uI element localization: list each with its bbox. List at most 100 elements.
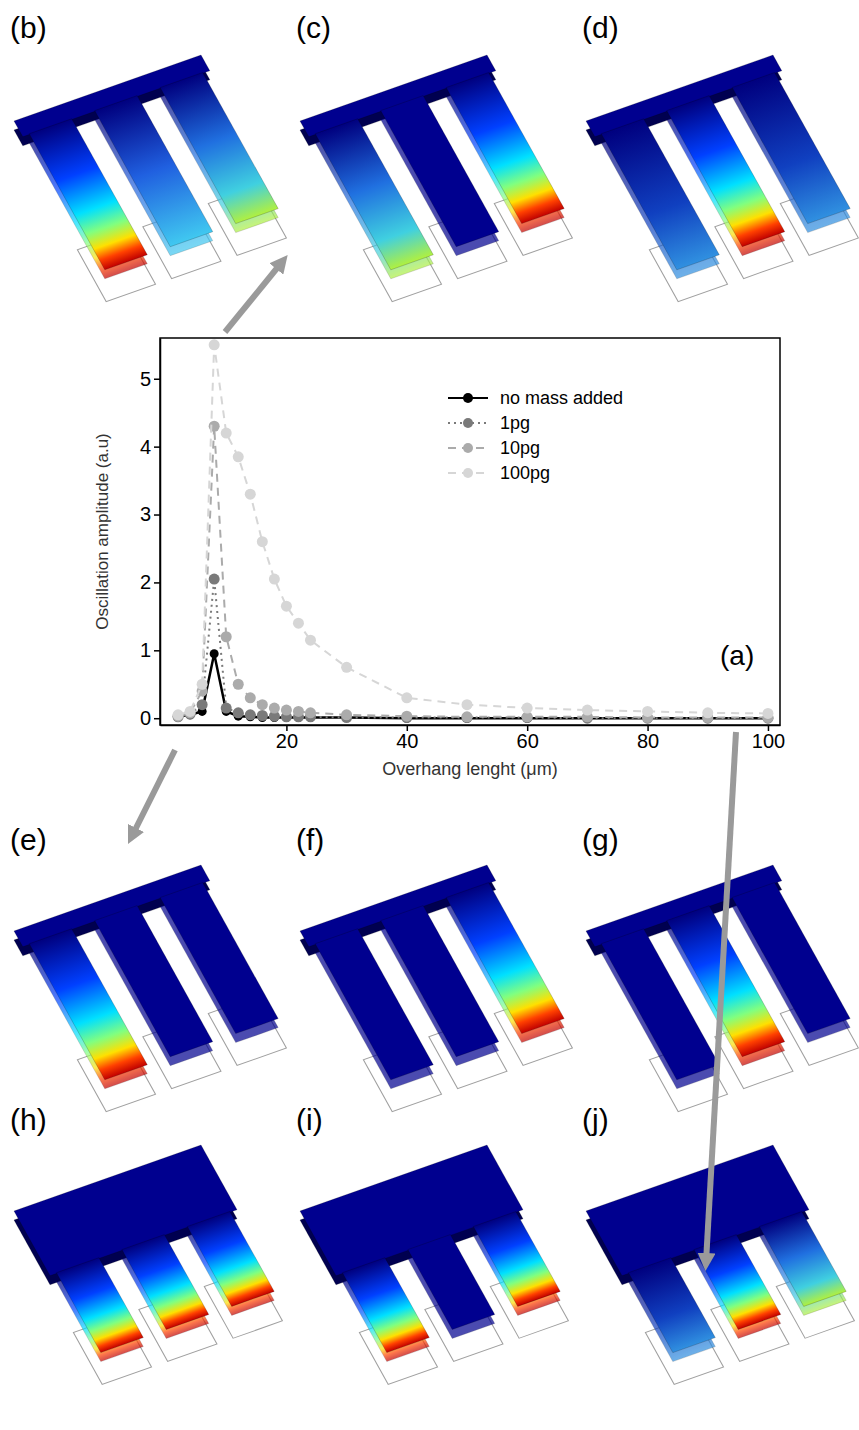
legend: no mass added1pg10pg100pg <box>448 388 623 483</box>
cantilever <box>342 1258 429 1353</box>
panel-letter: (h) <box>10 1103 47 1136</box>
cantilever <box>628 1258 715 1353</box>
beam-layer <box>300 55 571 272</box>
cantilever <box>160 73 278 224</box>
legend-label: no mass added <box>500 388 623 408</box>
panel-letter: (a) <box>720 640 754 671</box>
data-point <box>185 706 196 717</box>
tick: 5 <box>140 368 160 390</box>
diagram-panel: (f) <box>296 823 572 1112</box>
tick-mark <box>154 582 160 584</box>
series-line <box>178 579 768 718</box>
data-point <box>269 703 280 714</box>
x-axis-title: Overhang lenght (μm) <box>382 759 557 779</box>
tick: 4 <box>140 436 160 458</box>
x-axis: 20406080100 <box>161 725 786 752</box>
data-point <box>257 699 268 710</box>
beam-thickness <box>586 64 857 281</box>
data-point <box>281 705 292 716</box>
legend-label: 1pg <box>500 413 530 433</box>
data-point <box>197 679 208 690</box>
tick: 60 <box>517 725 539 752</box>
data-point <box>461 711 472 722</box>
tick-mark <box>154 378 160 380</box>
diagram-panel: (i) <box>296 1103 568 1384</box>
cantilever <box>122 1235 209 1330</box>
tick-label: 0 <box>140 707 151 729</box>
plot-background <box>160 338 780 725</box>
beam-thickness <box>300 874 571 1091</box>
legend-marker <box>463 468 473 478</box>
tick-mark <box>154 650 160 652</box>
beam-layer <box>586 1145 853 1355</box>
tick-label: 60 <box>517 730 539 752</box>
arrow <box>706 732 736 1262</box>
beam-layer <box>300 1145 567 1355</box>
cantilever <box>187 1211 274 1306</box>
legend-marker <box>463 393 473 403</box>
data-point <box>233 679 244 690</box>
data-point <box>197 699 208 710</box>
data-point <box>281 601 292 612</box>
tick-mark <box>154 718 160 720</box>
cantilever <box>473 1211 560 1306</box>
legend-marker <box>463 443 473 453</box>
data-point <box>245 709 256 720</box>
tick-label: 80 <box>637 730 659 752</box>
legend-label: 10pg <box>500 438 540 458</box>
data-point <box>522 703 533 714</box>
data-point <box>522 712 533 723</box>
panel-letter: (d) <box>582 11 619 44</box>
panel-letter: (i) <box>296 1103 323 1136</box>
data-point <box>293 618 304 629</box>
tick-label: 4 <box>140 436 151 458</box>
data-point <box>209 574 220 585</box>
cantilever <box>759 1211 846 1306</box>
data-point <box>461 699 472 710</box>
tick-mark <box>154 514 160 516</box>
data-point <box>221 703 232 714</box>
tick: 2 <box>140 571 160 593</box>
data-point <box>762 708 773 719</box>
plot-frame <box>160 338 780 725</box>
tick: 1 <box>140 639 160 661</box>
data-point <box>702 707 713 718</box>
cantilever <box>446 883 564 1034</box>
panel-letter: (f) <box>296 823 324 856</box>
beam-layer <box>300 865 571 1082</box>
series-line <box>178 345 768 715</box>
y-axis: 0 1 2 3 4 5 <box>140 339 161 730</box>
panel-letter: (e) <box>10 823 47 856</box>
cantilever <box>732 883 850 1034</box>
data-point <box>642 706 653 717</box>
data-point <box>257 536 268 547</box>
data-point <box>305 707 316 718</box>
tick: 20 <box>276 725 298 752</box>
series-line <box>178 426 768 717</box>
data-point <box>221 631 232 642</box>
data-point <box>221 428 232 439</box>
tick-label: 3 <box>140 503 151 525</box>
plot-area <box>173 339 774 723</box>
data-point <box>305 635 316 646</box>
diagram-panel: (j) <box>582 1103 854 1384</box>
beam-layer <box>14 1145 281 1355</box>
figure: (b)(c)(d)(e)(f)(g)(h)(i)(j)2040608010001… <box>0 0 859 1430</box>
diagram-panel: (e) <box>10 823 286 1112</box>
tick: 80 <box>637 725 659 752</box>
cantilever <box>56 1258 143 1353</box>
data-point <box>461 712 472 723</box>
tick: 100 <box>752 725 785 752</box>
beam-thickness <box>300 64 571 281</box>
tick-label: 2 <box>140 571 151 593</box>
legend-marker <box>463 418 473 428</box>
data-point <box>401 692 412 703</box>
beam-layer <box>586 55 857 272</box>
diagram-panel: (h) <box>10 1103 282 1384</box>
tick-label: 100 <box>752 730 785 752</box>
data-point <box>293 706 304 717</box>
diagram-panel: (c) <box>296 11 572 302</box>
tick-label: 20 <box>276 730 298 752</box>
data-point <box>341 662 352 673</box>
diagram-panel: (d) <box>582 11 858 302</box>
